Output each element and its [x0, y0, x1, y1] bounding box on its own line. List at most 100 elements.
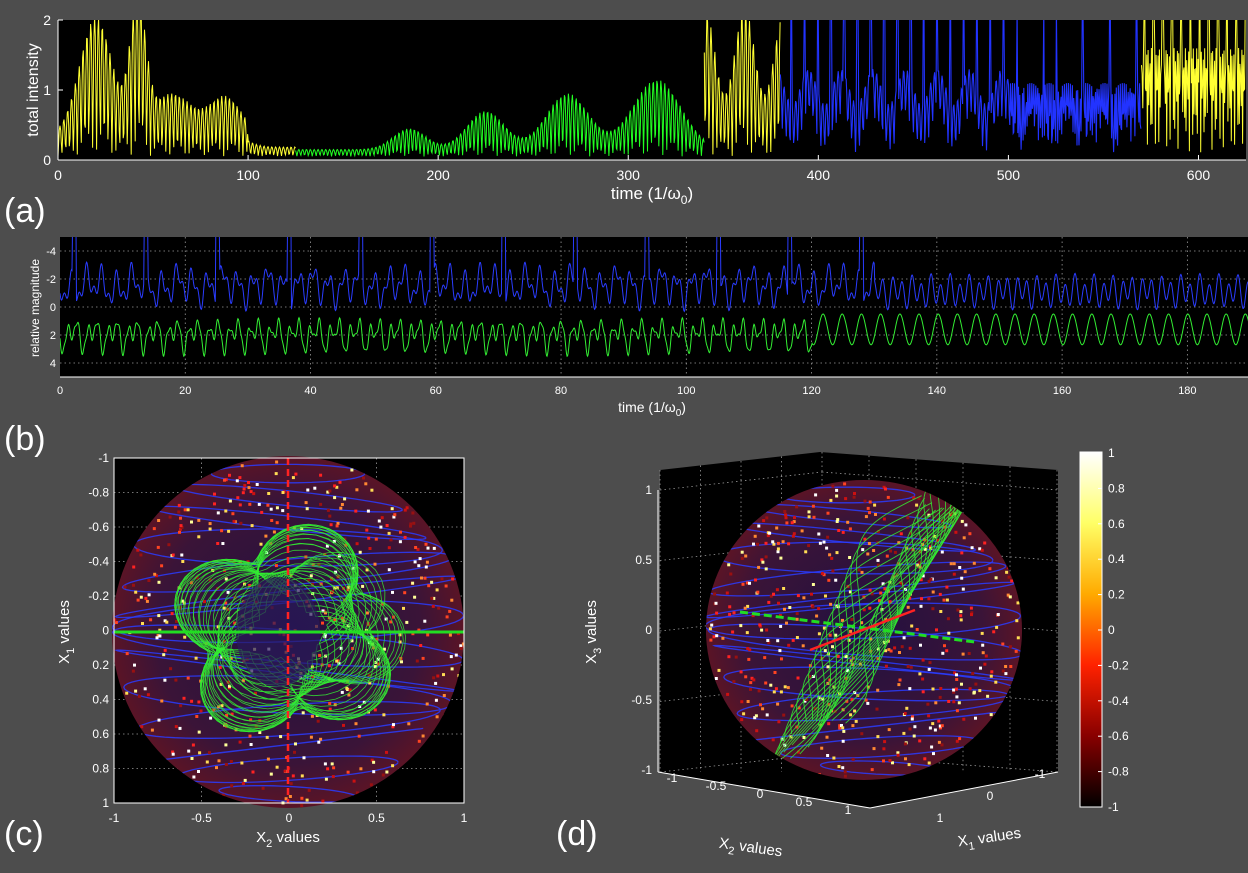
- panel-d-sample-point: [742, 712, 746, 716]
- panel-d-sample-point: [969, 606, 973, 610]
- panel-d-sample-point: [838, 726, 842, 730]
- panel-d-sample-point: [878, 599, 881, 603]
- panel-d-sample-point: [791, 638, 795, 642]
- panel-b-xlabel: time (1/ω0): [618, 399, 686, 419]
- panel-d-sample-point: [780, 657, 783, 661]
- panel-d-sample-point: [767, 600, 771, 604]
- panel-a-series-line: [295, 80, 705, 158]
- panel-c-sample-point: [450, 667, 454, 671]
- panel-b-series-line: [60, 237, 1248, 313]
- panel-d-sample-point: [989, 674, 993, 678]
- panel-d-sample-point: [983, 541, 987, 545]
- panel-d-sample-point: [830, 556, 834, 560]
- panel-d-sample-point: [853, 492, 856, 495]
- panel-a-series-line: [1141, 20, 1246, 153]
- panel-b-y-tick-label: 4: [50, 358, 56, 370]
- panel-d-sample-point: [769, 594, 773, 598]
- panel-b-y-tick-label: 2: [50, 330, 56, 342]
- panel-d-green-trajectory: [813, 508, 961, 740]
- panel-c-sample-point: [177, 510, 181, 514]
- panel-d-sample-point: [764, 681, 768, 685]
- panel-d-sample-point: [731, 630, 735, 634]
- panel-c-sample-point: [131, 669, 135, 673]
- panel-c-sample-point: [341, 617, 345, 621]
- panel-d-sample-point: [780, 737, 784, 741]
- panel-c-sample-point: [351, 647, 355, 650]
- panel-c-sample-point: [387, 546, 391, 550]
- panel-c-sample-point: [254, 691, 257, 695]
- panel-c-sample-point: [389, 620, 393, 624]
- panel-d-gridline: [821, 753, 1059, 773]
- panel-c-sample-point: [224, 743, 228, 747]
- panel-c-blue-trajectory: [121, 551, 455, 593]
- panel-d-sample-point: [970, 611, 974, 615]
- panel-c-sample-point: [311, 582, 314, 586]
- panel-d-x2-tick-label: 0: [757, 787, 764, 801]
- panel-c-sample-point: [459, 644, 463, 648]
- panel-b: 0 20 40 60 80 100 120 140 160 180 -4 -2 0 2 4 time (1…: [4, 237, 1248, 458]
- panel-c-sample-point: [208, 578, 212, 582]
- panel-c-sample-point: [342, 723, 345, 727]
- panel-d-sample-point: [790, 521, 794, 525]
- panel-d-sample-point: [834, 633, 838, 637]
- panel-d-sample-point: [924, 539, 928, 543]
- panel-c-sample-point: [157, 718, 161, 722]
- panel-d-sample-point: [841, 726, 845, 730]
- panel-d-sample-point: [764, 541, 768, 545]
- panel-c-sample-point: [426, 546, 430, 550]
- panel-d-sample-point: [888, 600, 892, 604]
- panel-c-sample-point: [208, 527, 212, 531]
- panel-d-sample-point: [896, 751, 900, 755]
- panel-d-green-trajectory: [845, 480, 992, 724]
- panel-c-sample-point: [425, 560, 429, 564]
- panel-c-sample-point: [274, 472, 278, 476]
- panel-c-sample-point: [266, 503, 270, 507]
- panel-d-sample-point: [836, 518, 840, 522]
- panel-d-sample-point: [740, 718, 744, 722]
- panel-d-sample-point: [912, 734, 916, 738]
- panel-c-sample-point: [219, 682, 223, 686]
- panel-d-sample-point: [829, 498, 833, 502]
- panel-d-sample-point: [860, 732, 864, 736]
- panel-c-sample-point: [385, 524, 389, 527]
- panel-b-x-tick-label: 80: [555, 385, 567, 397]
- panel-c-sample-point: [321, 609, 325, 613]
- panel-c-sample-point: [459, 646, 463, 650]
- panel-c-sample-point: [199, 709, 203, 713]
- panel-d-sample-point: [888, 759, 892, 762]
- panel-c-sample-point: [359, 767, 363, 771]
- panel-d-sample-point: [947, 631, 951, 635]
- panel-d-sample-point: [873, 503, 877, 507]
- panel-c-sample-point: [344, 543, 348, 547]
- panel-d-sample-point: [952, 562, 956, 566]
- panel-d-sample-point: [986, 694, 990, 698]
- panel-c-sample-point: [288, 795, 292, 798]
- panel-d-sample-point: [943, 644, 946, 648]
- panel-c-sample-point: [358, 705, 362, 708]
- panel-c-sample-point: [134, 689, 138, 693]
- panel-c-sample-point: [319, 582, 323, 586]
- panel-d-sample-point: [745, 581, 749, 585]
- panel-c-sample-point: [179, 527, 182, 531]
- panel-d-sample-point: [955, 678, 959, 681]
- panel-c-sample-point: [347, 693, 351, 697]
- panel-d-sample-point: [1001, 669, 1005, 673]
- panel-d-sample-point: [1004, 672, 1008, 676]
- panel-c-sample-point: [218, 666, 222, 669]
- panel-d-sample-point: [768, 531, 772, 535]
- panel-d-sample-point: [744, 554, 748, 558]
- panel-d-sample-point: [710, 623, 714, 627]
- panel-c-sample-point: [331, 775, 335, 779]
- panel-c-sample-point: [409, 524, 412, 528]
- panel-d-green-trajectory: [817, 498, 970, 726]
- panel-c-sample-point: [258, 731, 262, 734]
- panel-d-sample-point: [935, 628, 938, 632]
- panel-c-sample-point: [324, 777, 328, 781]
- panel-c-sample-point: [435, 588, 439, 592]
- panel-a: 0 100 200 300 400 500 600 0 1 2 time (1/ω0) tota…: [4, 12, 1246, 230]
- panel-d-x1-tick-label: 0: [987, 789, 994, 803]
- panel-c-sample-point: [155, 636, 159, 640]
- panel-d-sample-point: [785, 521, 789, 525]
- panel-d-sample-point: [772, 542, 776, 546]
- panel-b-x-tick-label: 60: [430, 385, 442, 397]
